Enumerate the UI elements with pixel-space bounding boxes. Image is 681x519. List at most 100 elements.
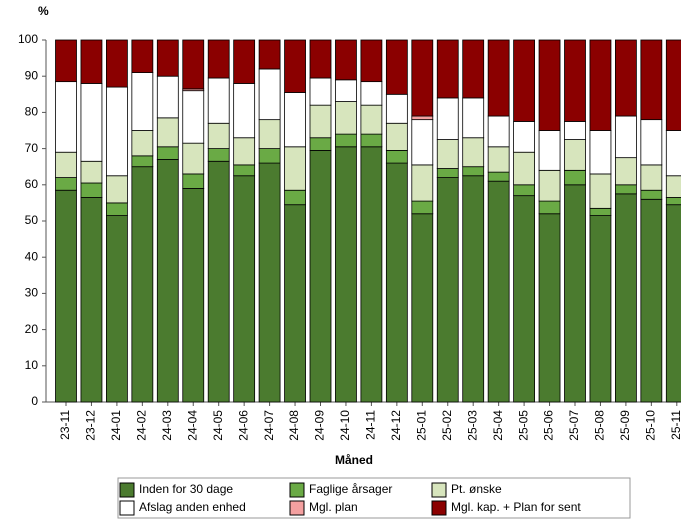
bar-segment xyxy=(360,104,383,135)
bar-segment xyxy=(360,39,383,83)
bar-segment xyxy=(156,159,179,403)
y-tick-label: 70 xyxy=(25,141,39,155)
bar-segment xyxy=(411,119,434,166)
x-tick-label: 25-11 xyxy=(669,410,681,440)
legend-label: Mgl. kap. + Plan for sent xyxy=(451,500,581,514)
bar-segment xyxy=(513,151,535,186)
bar-segment xyxy=(538,130,561,171)
bar-segment xyxy=(182,39,205,90)
bar-segment xyxy=(207,122,230,150)
x-tick-label: 24-01 xyxy=(109,410,123,441)
legend-label: Inden for 30 dage xyxy=(139,482,233,496)
bar-segment xyxy=(131,72,154,131)
y-tick-label: 90 xyxy=(25,68,39,82)
bar-segment xyxy=(615,115,637,159)
bar-segment xyxy=(258,119,281,149)
bar-segment xyxy=(233,164,256,177)
bar-segment xyxy=(411,164,434,202)
legend-swatch xyxy=(119,482,135,498)
bar-segment xyxy=(131,166,154,403)
bar-segment xyxy=(106,175,128,204)
legend-swatch xyxy=(119,500,135,516)
bar-segment xyxy=(233,83,256,139)
x-tick-label: 25-07 xyxy=(567,410,581,441)
x-tick-label: 24-08 xyxy=(287,410,301,441)
bar-segment xyxy=(538,169,561,202)
bar-segment xyxy=(385,150,408,164)
bar-segment xyxy=(436,139,459,169)
bar-segment xyxy=(589,207,612,216)
legend-label: Faglige årsager xyxy=(309,482,392,496)
bar-segment xyxy=(284,146,306,191)
bar-segment xyxy=(385,162,408,403)
x-tick-label: 25-03 xyxy=(465,410,479,441)
x-tick-label: 24-07 xyxy=(262,410,276,441)
bar-segment xyxy=(309,104,332,139)
bar-segment xyxy=(309,137,332,151)
bar-segment xyxy=(513,121,535,153)
bar-segment xyxy=(385,39,408,95)
bar-segment xyxy=(182,188,205,403)
legend-swatch xyxy=(289,482,305,498)
bar-segment xyxy=(258,148,281,164)
x-tick-label: 24-05 xyxy=(211,410,225,441)
bar-segment xyxy=(615,184,637,195)
x-tick-label: 24-04 xyxy=(185,410,199,441)
bar-segment xyxy=(156,39,179,77)
bar-segment xyxy=(360,146,383,403)
bar-segment xyxy=(55,81,77,153)
x-tick-label: 25-10 xyxy=(644,410,658,441)
y-tick-label: 100 xyxy=(18,32,38,46)
bar-segment xyxy=(487,180,510,403)
bar-segment xyxy=(284,189,306,206)
legend-swatch xyxy=(431,482,447,498)
x-tick-label: 24-03 xyxy=(160,410,174,441)
bar-segment xyxy=(564,121,586,140)
bar-segment xyxy=(156,75,179,119)
x-tick-label: 25-09 xyxy=(618,410,632,441)
bar-segment xyxy=(665,130,681,177)
bar-segment xyxy=(538,200,561,215)
bar-segment xyxy=(106,202,128,216)
bar-segment xyxy=(665,204,681,403)
bar-segment xyxy=(55,151,77,178)
bar-segment xyxy=(360,81,383,106)
bar-segment xyxy=(640,164,663,191)
bar-segment xyxy=(309,77,332,106)
bar-segment xyxy=(80,197,103,403)
bar-segment xyxy=(665,39,681,131)
x-tick-label: 24-12 xyxy=(389,410,403,441)
x-tick-label: 24-06 xyxy=(236,410,250,441)
bar-segment xyxy=(615,193,637,403)
bar-segment xyxy=(284,92,306,148)
bar-segment xyxy=(564,139,586,171)
bar-segment xyxy=(258,68,281,121)
bar-segment xyxy=(513,39,535,122)
bar-segment xyxy=(233,137,256,166)
bar-segment xyxy=(436,39,459,99)
bar-segment xyxy=(462,166,485,177)
x-tick-label: 23-12 xyxy=(84,410,98,441)
legend-label: Pt. ønske xyxy=(451,482,502,496)
bar-segment xyxy=(640,198,663,403)
bar-segment xyxy=(665,197,681,206)
bar-segment xyxy=(411,39,434,117)
legend-label: Afslag anden enhed xyxy=(139,500,246,514)
bar-segment xyxy=(564,169,586,186)
bar-segment xyxy=(487,115,510,148)
bar-segment xyxy=(462,39,485,99)
bar-segment xyxy=(284,39,306,93)
bar-segment xyxy=(207,77,230,124)
bar-segment xyxy=(309,150,332,403)
bar-segment xyxy=(513,184,535,197)
bar-segment xyxy=(411,115,434,121)
bar-segment xyxy=(233,39,256,84)
bar-segment xyxy=(487,39,510,117)
bar-segment xyxy=(233,175,256,403)
bar-segment xyxy=(55,177,77,191)
bar-segment xyxy=(182,142,205,175)
bar-segment xyxy=(207,148,230,162)
y-tick-label: 20 xyxy=(25,322,39,336)
bar-segment xyxy=(335,79,357,102)
